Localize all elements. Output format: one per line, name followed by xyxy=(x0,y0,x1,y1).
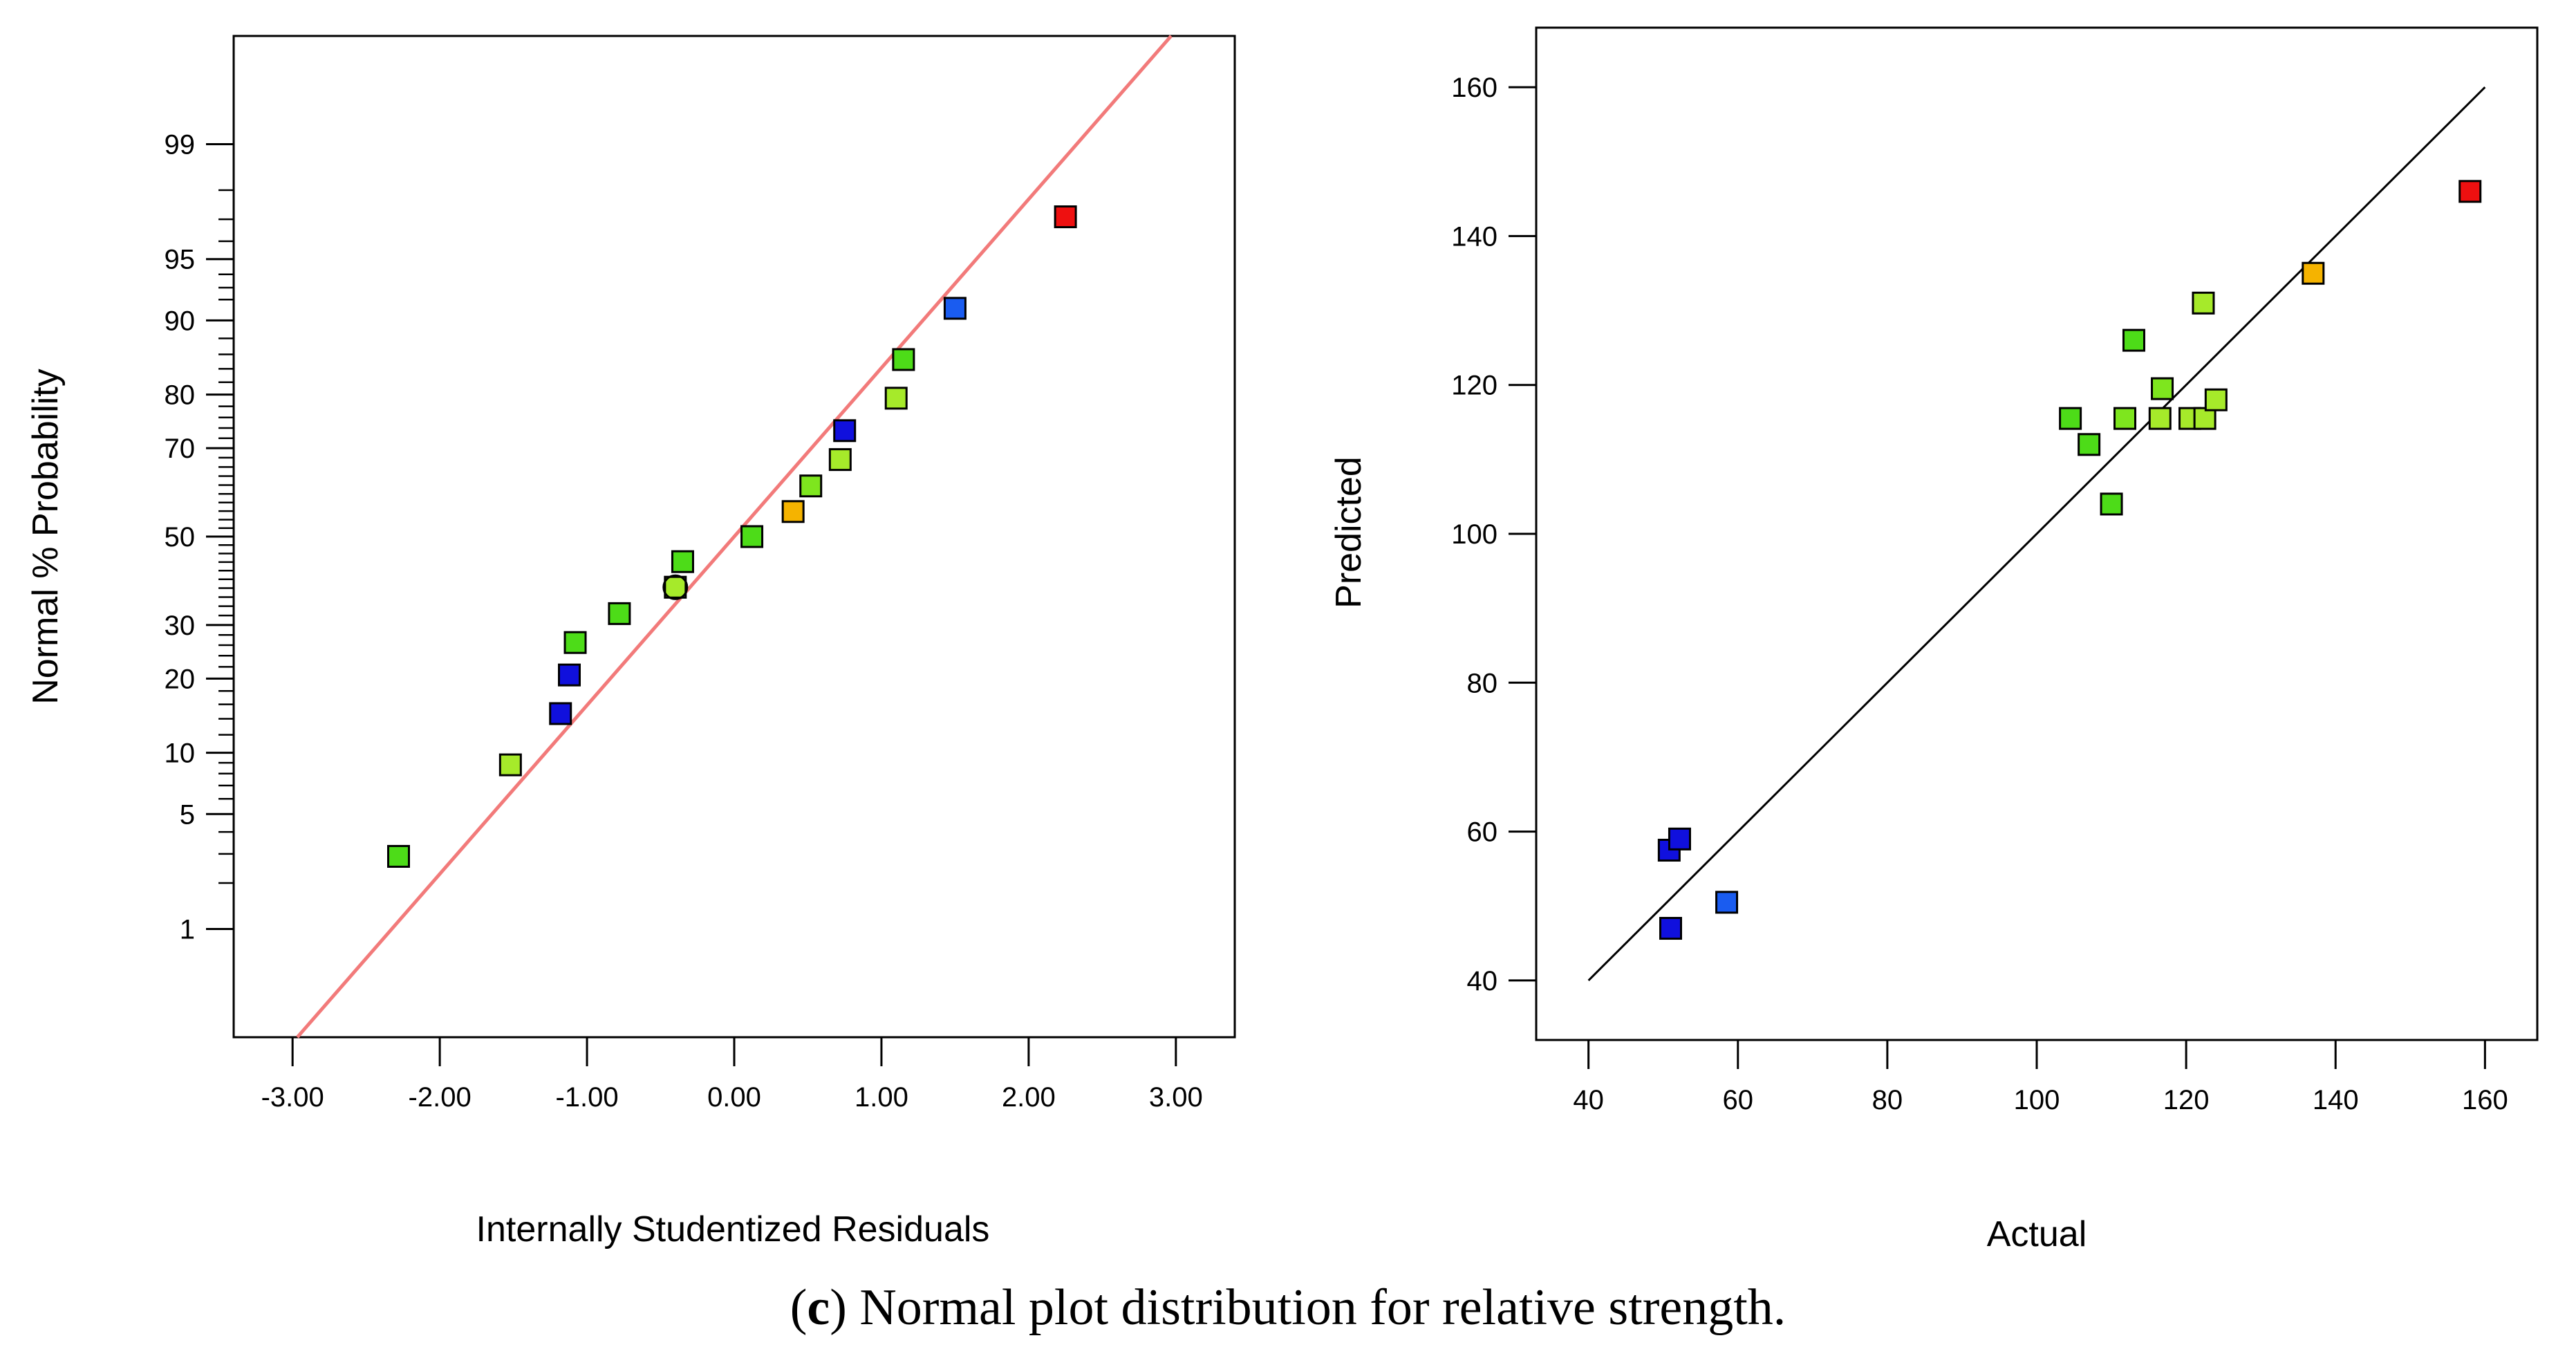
chart2-y-tick-label: 60 xyxy=(1467,817,1498,848)
chart1-point xyxy=(781,500,805,523)
chart1-point xyxy=(664,575,687,599)
chart2-point xyxy=(2100,492,2123,516)
chart1-x-tick-label: -3.00 xyxy=(261,1082,324,1113)
chart1-x-ticks: -3.00 -2.00 -1.00 0.00 1.00 2.00 3.00 xyxy=(261,1037,1203,1113)
chart2-x-tick-label: 80 xyxy=(1872,1085,1903,1115)
figure-caption: (c) Normal plot distribution for relativ… xyxy=(790,1279,1786,1336)
chart2-x-tick-label: 120 xyxy=(2163,1085,2210,1115)
chart1-point xyxy=(892,348,915,371)
chart2-x-ticks: 40 60 80 100 120 140 160 xyxy=(1573,1040,2508,1115)
chart2-point xyxy=(2078,433,2101,456)
chart1-point xyxy=(558,663,581,687)
chart1-x-tick-label: -1.00 xyxy=(555,1082,618,1113)
chart1-point xyxy=(386,844,410,868)
chart1-x-tick-label: 3.00 xyxy=(1149,1082,1203,1113)
chart1-point xyxy=(833,419,857,443)
chart2-point xyxy=(2192,291,2215,315)
chart1-x-tick-label: 0.00 xyxy=(707,1082,761,1113)
caption-text: Normal plot distribution for relative st… xyxy=(859,1279,1786,1336)
chart1-x-tick-label: 2.00 xyxy=(1002,1082,1056,1113)
chart1-point xyxy=(498,753,522,777)
predicted-vs-actual-chart: 40 60 80 100 120 140 160 40 60 80 100 120 140 160 Ac… xyxy=(1329,26,2539,1254)
chart2-x-tick-label: 160 xyxy=(2462,1085,2508,1115)
chart2-point xyxy=(2302,261,2325,285)
chart2-point xyxy=(2113,407,2137,430)
chart2-y-tick-label: 160 xyxy=(1451,73,1497,103)
chart1-y-axis-title: Normal % Probability xyxy=(26,369,66,705)
chart1-points xyxy=(386,205,1077,868)
chart2-point xyxy=(2151,377,2174,400)
chart1-y-tick-label: 90 xyxy=(165,306,196,336)
chart2-point xyxy=(1715,891,1739,914)
chart1-y-tick-label: 95 xyxy=(165,245,196,275)
chart2-y-tick-label: 140 xyxy=(1451,221,1497,252)
chart2-x-tick-label: 40 xyxy=(1573,1085,1604,1115)
chart2-x-tick-label: 100 xyxy=(2014,1085,2060,1115)
chart1-point xyxy=(671,550,694,573)
chart1-y-tick-label: 20 xyxy=(165,664,196,694)
chart2-x-tick-label: 60 xyxy=(1723,1085,1754,1115)
chart2-point xyxy=(1668,827,1691,851)
chart1-point xyxy=(563,631,587,654)
chart2-y-tick-label: 120 xyxy=(1451,371,1497,401)
chart2-y-tick-label: 100 xyxy=(1451,519,1497,550)
chart1-point xyxy=(549,702,572,725)
chart2-reference-line xyxy=(1587,86,2486,981)
chart2-point xyxy=(2148,407,2172,430)
chart1-y-tick-label: 1 xyxy=(180,915,195,945)
chart1-point xyxy=(740,525,764,548)
chart1-y-tick-label: 50 xyxy=(165,522,196,552)
chart1-point xyxy=(828,448,852,472)
chart1-y-tick-label: 99 xyxy=(165,129,196,160)
chart1-point xyxy=(943,297,967,320)
chart1-y-tick-label: 10 xyxy=(165,738,196,769)
chart2-point xyxy=(1659,917,1683,940)
chart1-y-tick-label: 70 xyxy=(165,434,196,464)
chart1-point xyxy=(799,474,823,498)
chart2-y-tick-label: 80 xyxy=(1467,668,1498,698)
chart1-x-axis-title: Internally Studentized Residuals xyxy=(476,1209,990,1250)
chart1-y-ticks: 1 5 10 20 30 50 70 80 90 95 99 xyxy=(165,129,234,945)
chart1-y-tick-label: 80 xyxy=(165,380,196,411)
chart2-points xyxy=(1657,180,2482,940)
chart2-point xyxy=(2204,388,2228,411)
normal-probability-chart: 1 5 10 20 30 50 70 80 90 95 99 -3.00 -2.00 -1.00 0.00… xyxy=(26,35,1236,1250)
chart2-point xyxy=(2122,328,2145,352)
chart1-x-tick-label: 1.00 xyxy=(855,1082,908,1113)
chart1-x-tick-label: -2.00 xyxy=(409,1082,472,1113)
chart2-x-tick-label: 140 xyxy=(2313,1085,2359,1115)
caption-letter: c xyxy=(807,1279,830,1336)
chart1-y-tick-label: 5 xyxy=(180,799,195,830)
caption-close-paren: ) xyxy=(830,1279,847,1336)
chart1-point-circle-marker xyxy=(662,574,689,600)
chart1-point xyxy=(884,387,908,410)
chart2-point xyxy=(2458,180,2482,203)
chart1-y-tick-label: 30 xyxy=(165,611,196,641)
chart2-x-axis-title: Actual xyxy=(1987,1214,2087,1254)
caption-open-paren: ( xyxy=(790,1279,808,1336)
chart2-point xyxy=(2059,407,2082,430)
chart2-y-tick-label: 40 xyxy=(1467,966,1498,996)
chart2-y-axis-title: Predicted xyxy=(1329,456,1369,609)
chart2-y-ticks: 40 60 80 100 120 140 160 xyxy=(1451,73,1536,996)
chart1-point xyxy=(1054,205,1077,229)
chart1-reference-line xyxy=(296,35,1173,1039)
chart1-point xyxy=(608,602,631,625)
